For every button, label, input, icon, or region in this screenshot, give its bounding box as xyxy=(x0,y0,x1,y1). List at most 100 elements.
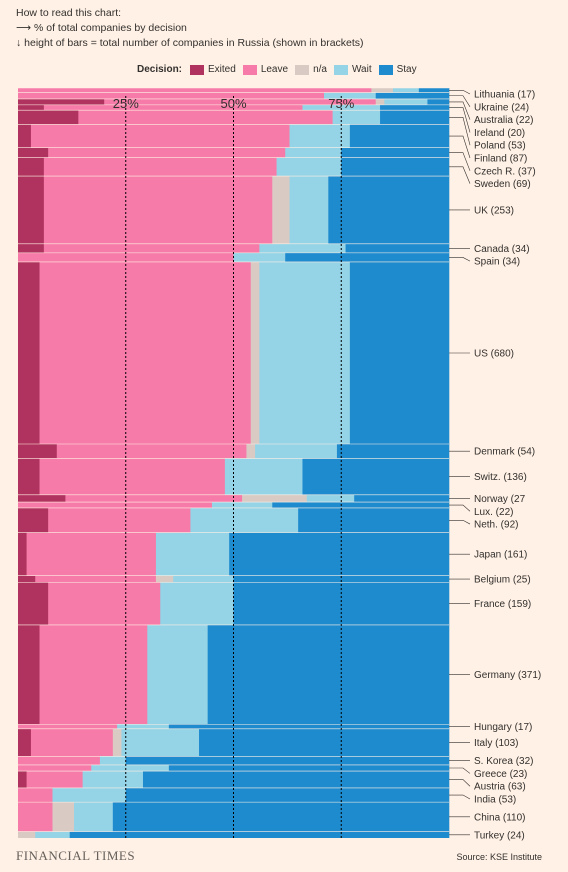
legend-label-exited: Exited xyxy=(208,64,236,75)
bar-segment-czech-r-leave xyxy=(48,147,286,158)
bar-segment-japan-leave xyxy=(26,532,157,576)
bar-segment-belgium-wait xyxy=(173,575,234,583)
legend-swatch-exited xyxy=(190,64,205,75)
bar-segment-greece-wait xyxy=(91,764,170,772)
country-label-belgium: Belgium (25) xyxy=(474,575,531,586)
bar-segment-lux-wait xyxy=(211,502,273,508)
bar-segment-turkey-wait xyxy=(35,831,71,838)
bar-segment-italy-leave xyxy=(30,728,114,757)
legend-item-wait: Wait xyxy=(333,64,372,75)
bar-segment-lithuania-na xyxy=(371,88,394,93)
bar-segment-germany-exited xyxy=(18,624,40,725)
bar-segment-spain-wait xyxy=(233,252,286,262)
country-label-greece: Greece (23) xyxy=(474,769,527,780)
bar-segment-france-exited xyxy=(18,582,49,625)
chart-legend: Decision: Exited Leave n/a Wait Stay xyxy=(137,64,424,75)
label-leader-neth xyxy=(449,519,471,525)
bar-segment-ukraine-wait xyxy=(324,92,377,99)
legend-swatch-stay xyxy=(378,64,393,75)
country-label-sweden: Sweden (69) xyxy=(474,179,531,190)
bar-segment-australia-stay xyxy=(427,98,450,105)
bar-segment-norway-leave xyxy=(65,494,243,503)
bar-segment-czech-r-exited xyxy=(18,147,49,158)
ft-logo: FINANCIAL TIMES xyxy=(16,848,136,863)
bar-segment-s-korea-wait xyxy=(99,756,127,765)
bar-segment-ukraine-leave xyxy=(18,92,325,99)
bar-segment-lux-leave xyxy=(18,502,213,508)
country-label-switz: Switz. (136) xyxy=(474,472,527,483)
bar-segment-italy-stay xyxy=(199,728,450,757)
reference-label-75: 75% xyxy=(328,96,354,111)
label-leader-india xyxy=(449,794,471,800)
bar-segment-poland-exited xyxy=(18,110,79,125)
bar-segment-france-leave xyxy=(48,582,161,625)
label-leader-australia xyxy=(449,101,471,120)
bar-segment-austria-stay xyxy=(142,771,450,788)
bar-segment-australia-exited xyxy=(18,98,105,105)
legend-item-stay: Stay xyxy=(378,64,417,75)
bar-segment-china-na xyxy=(52,802,75,832)
bar-segment-neth-exited xyxy=(18,507,49,533)
bar-segment-india-leave xyxy=(18,787,53,803)
bar-segment-poland-stay xyxy=(380,110,450,125)
bar-segment-denmark-stay xyxy=(336,443,450,459)
bar-segment-denmark-wait xyxy=(255,443,338,459)
country-label-lithuania: Lithuania (17) xyxy=(474,90,535,101)
bar-segment-lux-stay xyxy=(272,502,450,508)
bar-segment-belgium-na xyxy=(155,575,174,583)
bar-segment-denmark-leave xyxy=(56,443,247,459)
bar-segment-finland-leave xyxy=(30,124,290,148)
bar-segment-us-exited xyxy=(18,261,40,444)
bar-segment-us-leave xyxy=(39,261,252,444)
bar-segment-greece-stay xyxy=(168,764,450,772)
bar-segment-poland-wait xyxy=(332,110,381,125)
how-to-read-line-2: ↓ height of bars = total number of compa… xyxy=(16,37,364,49)
how-to-read-line-1: ⟶ % of total companies by decision xyxy=(16,22,187,34)
bar-segment-uk-na xyxy=(272,176,290,244)
label-leader-greece xyxy=(449,767,471,774)
bar-segment-us-stay xyxy=(349,261,450,444)
bar-segment-japan-exited xyxy=(18,532,27,576)
bar-segment-norway-wait xyxy=(306,494,355,503)
bar-segment-hungary-wait xyxy=(117,724,170,729)
bar-segment-lithuania-wait xyxy=(392,88,420,93)
bar-segment-austria-wait xyxy=(82,771,144,788)
bar-segment-greece-leave xyxy=(18,764,92,772)
country-label-lux: Lux. (22) xyxy=(474,507,513,518)
country-label-ireland: Ireland (20) xyxy=(474,128,525,139)
bar-segment-finland-exited xyxy=(18,124,32,148)
bar-segment-sweden-leave xyxy=(43,157,277,177)
bar-segment-poland-leave xyxy=(78,110,333,125)
country-label-us: US (680) xyxy=(474,348,514,359)
label-leader-austria xyxy=(449,779,471,787)
bar-segment-sweden-stay xyxy=(341,157,450,177)
bar-segment-canada-stay xyxy=(345,243,450,253)
country-label-india: India (53) xyxy=(474,795,516,806)
legend-swatch-leave xyxy=(242,64,257,75)
bar-segment-uk-wait xyxy=(289,176,329,244)
country-label-japan: Japan (161) xyxy=(474,550,527,561)
bar-segment-czech-r-stay xyxy=(341,147,450,158)
legend-swatch-na xyxy=(295,64,310,75)
country-label-turkey: Turkey (24) xyxy=(474,830,525,841)
legend-item-exited: Exited xyxy=(190,64,236,75)
bar-segment-japan-wait xyxy=(155,532,230,576)
bar-segment-ukraine-stay xyxy=(375,92,450,99)
country-label-neth: Neth. (92) xyxy=(474,520,518,531)
bar-segment-norway-exited xyxy=(18,494,66,503)
label-leader-ukraine xyxy=(449,95,471,107)
country-label-norway: Norway (27 xyxy=(474,494,526,505)
country-label-canada: Canada (34) xyxy=(474,244,530,255)
bar-segment-turkey-stay xyxy=(69,831,450,838)
bar-segment-s-korea-leave xyxy=(18,756,101,765)
bar-segment-italy-wait xyxy=(121,728,200,757)
bar-segment-italy-na xyxy=(112,728,122,757)
bar-segment-uk-leave xyxy=(43,176,273,244)
bar-segment-sweden-exited xyxy=(18,157,45,177)
bar-segment-neth-wait xyxy=(190,507,299,533)
country-label-spain: Spain (34) xyxy=(474,257,520,268)
bar-segment-ireland-stay xyxy=(380,104,450,111)
bar-segment-austria-exited xyxy=(18,771,27,788)
legend-item-leave: Leave xyxy=(242,64,288,75)
